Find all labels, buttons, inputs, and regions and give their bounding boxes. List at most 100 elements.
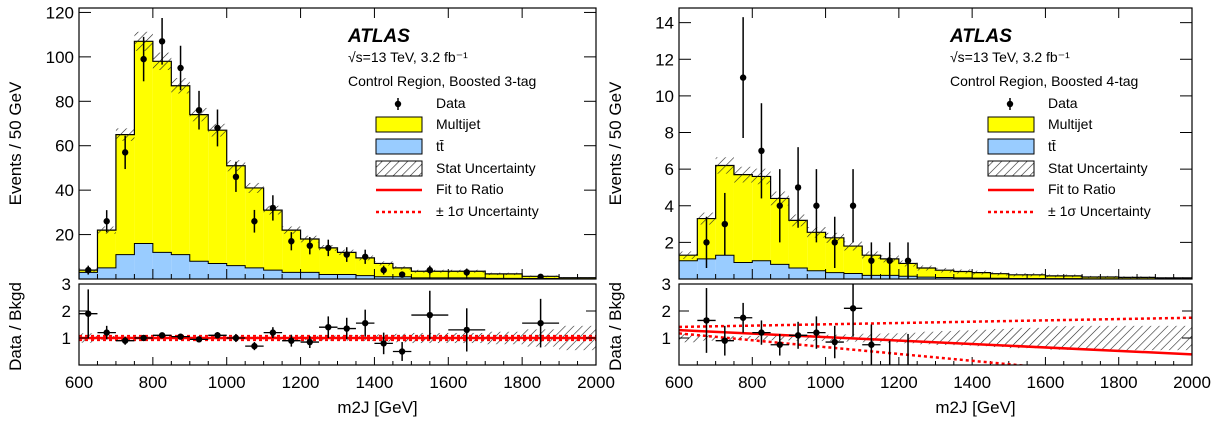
legend-multijet-swatch xyxy=(375,116,423,133)
ttbar-bar xyxy=(392,276,412,279)
stat-uncertainty-band xyxy=(972,270,991,275)
ttbar-bar xyxy=(245,267,264,279)
multijet-bar xyxy=(953,271,973,278)
multijet-bar xyxy=(788,220,808,269)
ttbar-bar xyxy=(843,273,863,279)
x-tick-label: 1200 xyxy=(282,373,320,392)
x-tick-label: 1200 xyxy=(880,373,918,392)
legend-ttbar-swatch xyxy=(375,138,423,155)
data-point xyxy=(214,124,221,132)
ttbar-bar xyxy=(374,276,393,279)
y-tick-label: 12 xyxy=(655,50,674,69)
x-tick-label: 1000 xyxy=(208,373,246,392)
x-tick-label: 1800 xyxy=(503,373,541,392)
ratio-point xyxy=(325,324,332,331)
y-tick-label: 10 xyxy=(655,87,674,106)
multijet-bar xyxy=(990,273,1009,279)
legend-label: ± 1σ Uncertainty xyxy=(436,203,539,219)
stat-uncertainty-band xyxy=(115,128,135,141)
data-point xyxy=(886,257,893,264)
main-plot-area xyxy=(679,17,1192,279)
x-tick-label: 1600 xyxy=(429,373,467,392)
atlas-label: ATLAS xyxy=(347,26,410,47)
data-point xyxy=(343,251,350,258)
energy-lumi-label: √s=13 TeV, 3.2 fb⁻¹ xyxy=(348,49,468,65)
stat-uncertainty-band xyxy=(374,261,393,266)
legend: Data Multijet tt̄ Stat Uncertainty Fit to Ra… xyxy=(375,95,539,219)
ratio-stat-band xyxy=(1045,326,1083,350)
ratio-point xyxy=(251,342,258,350)
fit-upper-line xyxy=(679,316,1192,329)
multijet-bar xyxy=(935,270,954,278)
data-point xyxy=(232,173,240,181)
x-tick-label: 1600 xyxy=(1027,373,1065,392)
ratio-stat-band xyxy=(953,330,973,346)
stat-uncertainty-band xyxy=(843,241,863,251)
ttbar-bar xyxy=(171,254,190,279)
stat-uncertainty-band xyxy=(392,266,412,270)
legend-label: Multijet xyxy=(436,116,480,132)
fit-lower-line xyxy=(679,332,1031,365)
ttbar-bar xyxy=(715,255,734,279)
multijet-bar xyxy=(115,134,135,255)
ttbar-bar xyxy=(134,243,153,279)
ratio-frame xyxy=(678,283,1193,366)
legend-stat-swatch xyxy=(375,160,423,177)
ttbar-bar xyxy=(115,254,135,279)
ratio-point xyxy=(463,326,470,334)
data-point xyxy=(361,253,369,260)
ttbar-bar xyxy=(282,272,301,279)
y-tick-label: 4 xyxy=(665,197,674,216)
data-point xyxy=(813,202,820,209)
data-point xyxy=(868,257,875,264)
ratio-y-tick-label: 1 xyxy=(62,329,71,348)
multijet-bar xyxy=(300,239,320,273)
data-point xyxy=(269,204,277,212)
x-tick-label: 600 xyxy=(665,373,693,392)
multijet-bar xyxy=(134,41,153,244)
ratio-point xyxy=(703,317,710,324)
ratio-y-tick-label: 3 xyxy=(662,275,671,294)
data-point xyxy=(195,106,203,114)
ttbar-bar xyxy=(733,262,753,279)
atlas-label: ATLAS xyxy=(949,26,1012,47)
data-point xyxy=(904,257,912,264)
multijet-bar xyxy=(152,61,172,253)
legend-label: tt̄ xyxy=(436,138,444,154)
legend-multijet-swatch xyxy=(987,116,1035,133)
multijet-bar xyxy=(189,114,209,262)
ratio-stat-band xyxy=(1008,327,1046,349)
multijet-bar xyxy=(226,165,246,266)
stat-uncertainty-band xyxy=(990,271,1009,276)
legend: Data Multijet tt̄ Stat Uncertainty Fit to Ra… xyxy=(987,95,1151,219)
ratio-y-tick-label: 2 xyxy=(62,302,71,321)
ttbar-bar xyxy=(79,272,98,279)
ratio-stat-band xyxy=(880,333,899,343)
y-axis-label: Events / 50 GeV xyxy=(606,81,625,205)
ttbar-bar xyxy=(263,270,283,279)
ttbar-bar xyxy=(319,274,338,279)
stat-uncertainty-band xyxy=(679,251,698,259)
x-tick-label: 800 xyxy=(738,373,766,392)
ratio-point xyxy=(85,310,92,317)
ratio-point xyxy=(195,336,203,343)
ttbar-bar xyxy=(208,263,227,279)
ratio-y-tick-label: 2 xyxy=(662,302,671,321)
y-tick-label: 80 xyxy=(55,92,74,111)
ratio-point xyxy=(849,305,857,312)
data-point xyxy=(177,64,184,72)
ratio-y-tick-label: 1 xyxy=(662,329,671,348)
data-point xyxy=(776,202,783,209)
legend-label: Data xyxy=(436,95,466,111)
data-point xyxy=(739,74,747,81)
data-point xyxy=(325,244,332,252)
multijet-bar xyxy=(972,272,991,279)
multijet-bar xyxy=(752,176,771,261)
ttbar-bar xyxy=(752,260,771,279)
multijet-bar xyxy=(807,232,826,271)
ratio-stat-band xyxy=(1118,325,1156,351)
stat-uncertainty-band xyxy=(733,166,753,183)
ratio-point xyxy=(868,341,875,348)
data-point xyxy=(306,242,314,249)
